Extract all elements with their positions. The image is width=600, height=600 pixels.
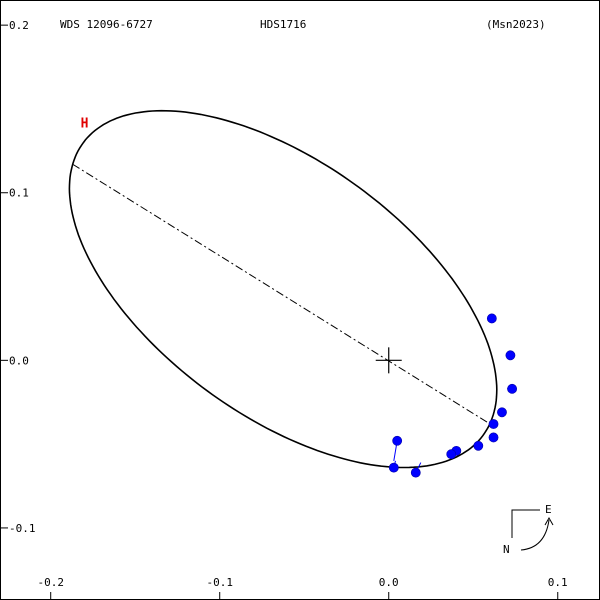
observation-point xyxy=(497,407,507,418)
x-tick-label: 0.1 xyxy=(548,576,568,589)
observation-layer xyxy=(388,313,518,478)
axis-layer: -0.2 -0.1 0.0 0.1 0.2 0.1 0.0 -0.1 xyxy=(1,19,568,599)
line-of-apsides xyxy=(72,163,491,425)
observation-point xyxy=(505,350,516,361)
observation-point xyxy=(446,449,457,460)
compass-frame xyxy=(511,509,540,538)
compass-arrowhead xyxy=(544,516,554,526)
periastron-label: H xyxy=(81,116,89,131)
compass: E N xyxy=(503,503,554,556)
orbit-ellipse xyxy=(68,109,498,469)
y-tick-label: -0.1 xyxy=(9,522,36,535)
x-tick-label: -0.1 xyxy=(206,576,233,589)
x-tick-label: 0.0 xyxy=(379,576,399,589)
observation-point xyxy=(486,313,497,324)
compass-arrow xyxy=(520,519,550,551)
y-tick-label: 0.1 xyxy=(9,187,29,200)
title-left: WDS 12096-6727 xyxy=(60,18,153,31)
observation-point xyxy=(488,419,499,429)
compass-east-label: E xyxy=(545,503,552,516)
observation-point xyxy=(392,435,403,446)
title-right: (Msn2023) xyxy=(486,18,546,31)
title-center: HDS1716 xyxy=(260,18,306,31)
y-tick-label: 0.2 xyxy=(9,19,29,32)
observation-point xyxy=(388,462,399,473)
observation-point xyxy=(507,383,518,394)
observation-point xyxy=(473,440,484,451)
compass-north-label: N xyxy=(503,543,510,556)
observation-point xyxy=(410,467,421,478)
orbit-layer: H xyxy=(68,109,498,469)
x-tick-label: -0.2 xyxy=(37,576,64,589)
observation-point xyxy=(488,432,499,443)
y-tick-label: 0.0 xyxy=(9,354,29,367)
